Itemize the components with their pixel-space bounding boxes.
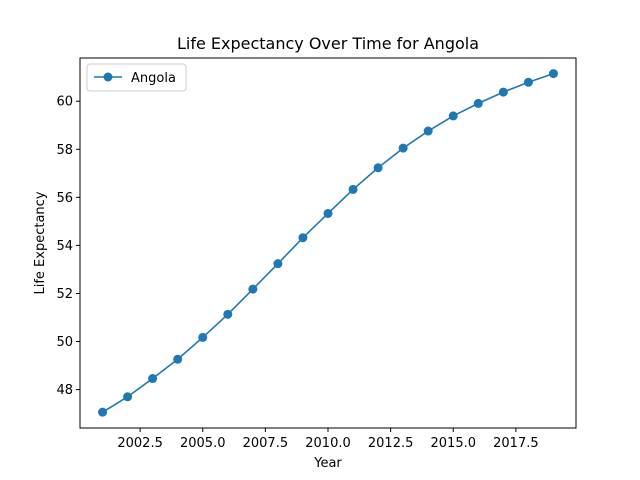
x-tick-label: 2015.0 (431, 436, 477, 451)
data-point (398, 143, 408, 153)
data-point (448, 111, 458, 121)
y-axis: 48 50 52 54 56 58 60 (56, 95, 80, 398)
data-point (198, 332, 208, 342)
x-tick-label: 2017.5 (493, 436, 539, 451)
y-tick-label: 48 (56, 383, 73, 398)
series-layer (98, 69, 558, 417)
data-point (173, 354, 183, 364)
data-point (223, 309, 233, 319)
data-point (98, 407, 108, 417)
y-tick-label: 50 (56, 335, 73, 350)
series-line-angola (102, 72, 554, 413)
data-point (498, 87, 508, 97)
chart-title: Life Expectancy Over Time for Angola (177, 34, 479, 53)
data-point (248, 284, 258, 294)
y-tick-label: 60 (56, 95, 73, 110)
data-point (148, 374, 158, 384)
plot-area-frame (79, 57, 577, 429)
data-point (273, 259, 283, 269)
legend-marker-swatch (103, 72, 113, 82)
data-point (423, 126, 433, 136)
y-tick-label: 58 (56, 143, 73, 158)
legend-label-angola: Angola (131, 71, 176, 86)
x-axis: 2002.5 2005.0 2007.5 2010.0 2012.5 2015.0 2017… (117, 428, 539, 451)
x-tick-label: 2002.5 (117, 436, 163, 451)
data-point (298, 233, 308, 243)
x-tick-label: 2005.0 (180, 436, 226, 451)
y-tick-label: 54 (56, 239, 73, 254)
legend: Angola (86, 63, 187, 92)
y-tick-label: 52 (56, 287, 73, 302)
data-point (523, 77, 533, 87)
x-tick-label: 2007.5 (243, 436, 289, 451)
x-tick-label: 2010.0 (305, 436, 351, 451)
y-tick-label: 56 (56, 191, 73, 206)
legend-box (86, 63, 187, 92)
data-point (123, 392, 133, 402)
y-axis-label: Life Expectancy (33, 191, 48, 294)
data-point (548, 69, 558, 79)
data-point (373, 163, 383, 173)
x-axis-label: Year (313, 456, 342, 471)
x-tick-label: 2012.5 (368, 436, 414, 451)
data-point (348, 184, 358, 194)
data-point (473, 98, 483, 108)
data-point (323, 208, 333, 218)
